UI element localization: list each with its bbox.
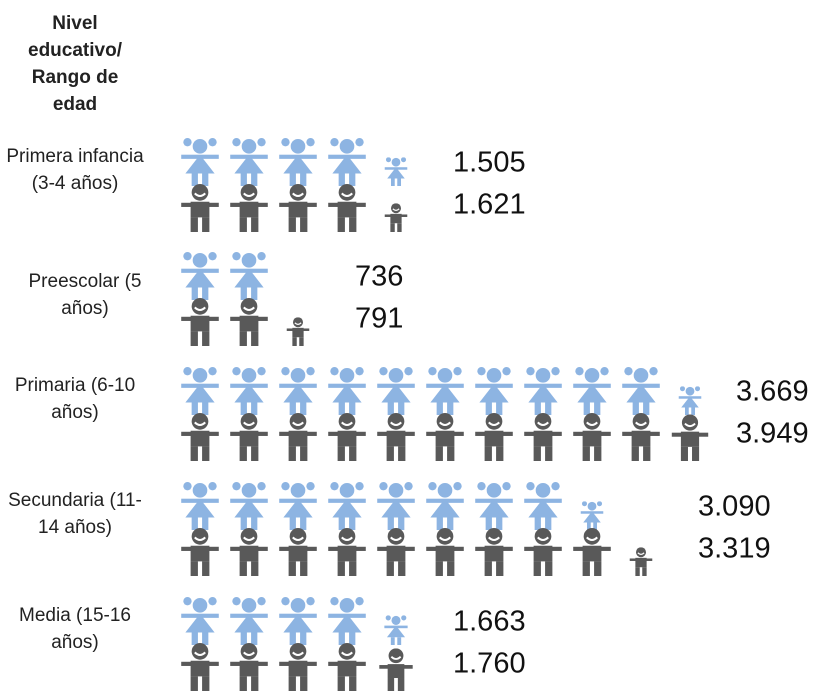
icon bbox=[426, 367, 464, 415]
icon bbox=[670, 414, 710, 462]
icon bbox=[181, 138, 219, 186]
icon bbox=[230, 252, 268, 300]
value-label: 1.505 bbox=[453, 147, 526, 179]
icon bbox=[180, 184, 220, 232]
value-label: 3.090 bbox=[698, 491, 771, 523]
icon bbox=[678, 386, 702, 415]
icon bbox=[181, 367, 219, 415]
icon bbox=[327, 413, 367, 461]
icon-row bbox=[181, 138, 408, 186]
value-label: 3.949 bbox=[736, 418, 809, 450]
category-label: Media (15-16 años) bbox=[19, 605, 131, 653]
icon bbox=[230, 367, 268, 415]
icon-row bbox=[180, 298, 310, 346]
icon bbox=[621, 413, 661, 461]
icon bbox=[384, 615, 408, 645]
icon bbox=[230, 138, 268, 186]
icon bbox=[229, 413, 269, 461]
icon bbox=[279, 597, 317, 645]
icon bbox=[378, 648, 414, 691]
icon bbox=[377, 482, 415, 530]
icon bbox=[572, 413, 612, 461]
icon bbox=[181, 597, 219, 645]
icon bbox=[278, 528, 318, 576]
icon bbox=[376, 528, 416, 576]
icon bbox=[573, 367, 611, 415]
icon bbox=[279, 482, 317, 530]
icon-row bbox=[181, 367, 702, 415]
icon bbox=[180, 643, 220, 691]
icon bbox=[580, 501, 604, 530]
value-label: 1.760 bbox=[453, 648, 526, 680]
icon bbox=[278, 184, 318, 232]
icon bbox=[180, 413, 220, 461]
icon bbox=[523, 413, 563, 461]
icon bbox=[279, 367, 317, 415]
icon bbox=[181, 482, 219, 530]
icon bbox=[328, 597, 366, 645]
icon bbox=[327, 184, 367, 232]
icon bbox=[524, 482, 562, 530]
icon bbox=[328, 482, 366, 530]
icon bbox=[328, 367, 366, 415]
icon bbox=[629, 547, 653, 576]
value-label: 1.663 bbox=[453, 606, 526, 638]
icon-row bbox=[180, 184, 408, 232]
icon bbox=[384, 203, 408, 232]
icon bbox=[278, 643, 318, 691]
icon-row bbox=[181, 252, 268, 300]
category-label: Primera infancia (3-4 años) bbox=[6, 146, 144, 194]
icon bbox=[229, 184, 269, 232]
icon bbox=[279, 138, 317, 186]
icon bbox=[230, 597, 268, 645]
icon bbox=[278, 413, 318, 461]
value-label: 791 bbox=[355, 303, 403, 335]
icon bbox=[426, 482, 464, 530]
icon bbox=[474, 528, 514, 576]
icon bbox=[622, 367, 660, 415]
icon bbox=[327, 643, 367, 691]
icon-row bbox=[181, 482, 604, 530]
icon bbox=[524, 367, 562, 415]
icon bbox=[474, 413, 514, 461]
icon bbox=[328, 138, 366, 186]
icon bbox=[286, 317, 310, 346]
icon bbox=[327, 528, 367, 576]
icon bbox=[572, 528, 612, 576]
icon-row bbox=[181, 597, 408, 645]
icon bbox=[181, 252, 219, 300]
icon bbox=[425, 413, 465, 461]
category-label: Preescolar (5 años) bbox=[28, 271, 142, 319]
category-label: Secundaria (11-14 años) bbox=[8, 490, 142, 538]
icon bbox=[377, 367, 415, 415]
icon bbox=[384, 157, 408, 186]
icon bbox=[376, 413, 416, 461]
axis-label: Nivel educativo/ Rango de edad bbox=[28, 13, 122, 115]
icon-row bbox=[180, 528, 653, 576]
icon-row bbox=[180, 413, 710, 462]
value-label: 1.621 bbox=[453, 189, 526, 221]
icon-row bbox=[180, 643, 414, 691]
icon bbox=[180, 298, 220, 346]
icon bbox=[475, 367, 513, 415]
value-label: 3.669 bbox=[736, 376, 809, 408]
category-label: Primaria (6-10 años) bbox=[14, 375, 136, 423]
value-label: 3.319 bbox=[698, 533, 771, 565]
icon bbox=[229, 298, 269, 346]
icon bbox=[523, 528, 563, 576]
icon bbox=[230, 482, 268, 530]
value-label: 736 bbox=[355, 261, 403, 293]
icon bbox=[475, 482, 513, 530]
icon bbox=[229, 643, 269, 691]
icon bbox=[180, 528, 220, 576]
icon bbox=[425, 528, 465, 576]
icon bbox=[229, 528, 269, 576]
